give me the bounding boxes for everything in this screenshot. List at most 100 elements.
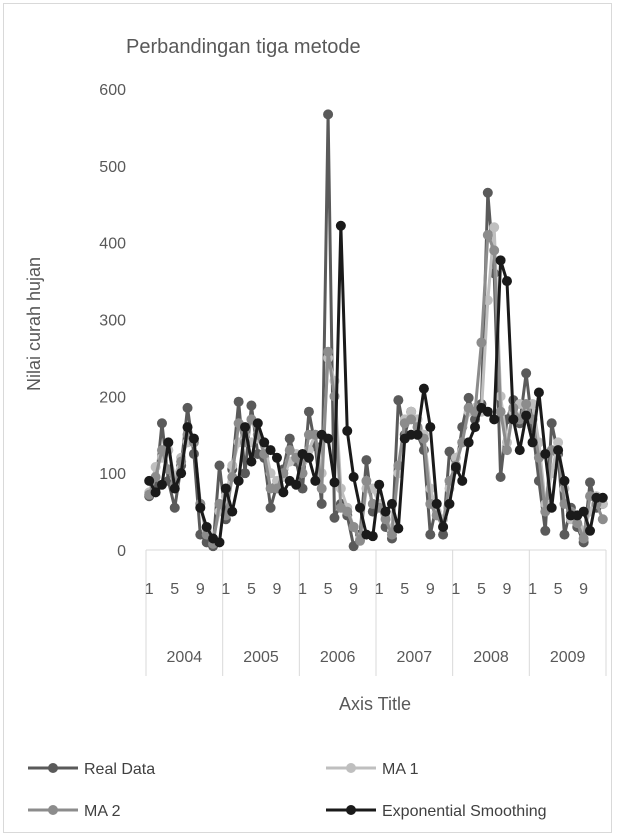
x-tick-label: 1 (451, 581, 460, 598)
x-tick-label: 5 (554, 581, 563, 598)
y-tick-label: 600 (99, 82, 126, 99)
chart-frame: Perbandingan tiga metode 0 100 200 300 400 50… (3, 3, 612, 833)
chart-title: Perbandingan tiga metode (126, 36, 361, 58)
data-point (367, 531, 378, 542)
data-point (540, 525, 551, 536)
data-point (425, 529, 436, 540)
data-point (265, 502, 276, 513)
data-point (386, 529, 397, 540)
series-layer (144, 109, 608, 552)
data-point (188, 433, 199, 444)
data-point (323, 346, 334, 357)
x-tick-label: 9 (426, 581, 435, 598)
data-point (457, 475, 468, 486)
data-point (380, 506, 391, 517)
x-tick-label: 1 (145, 581, 154, 598)
legend-marker (48, 805, 58, 815)
data-point (380, 514, 391, 525)
data-point (214, 498, 225, 509)
legend-label: MA 1 (382, 761, 419, 778)
x-tick-label: 9 (349, 581, 358, 598)
data-point (233, 475, 244, 486)
year-label: 2009 (550, 649, 586, 666)
data-point (463, 437, 474, 448)
year-label: 2007 (397, 649, 433, 666)
x-tick-label: 9 (273, 581, 282, 598)
x-tick-label: 9 (503, 581, 512, 598)
legend-label: Real Data (84, 761, 155, 778)
data-point (156, 445, 167, 456)
x-tick-label: 1 (221, 581, 230, 598)
y-tick-label: 200 (99, 389, 126, 406)
legend-marker (48, 763, 58, 773)
data-point (406, 414, 417, 425)
data-point (444, 498, 455, 509)
legend-item: MA 2 (28, 803, 121, 820)
data-point (482, 187, 493, 198)
data-point (431, 498, 442, 509)
data-point (259, 437, 270, 448)
data-point (489, 414, 500, 425)
data-point (463, 392, 474, 403)
data-point (425, 422, 436, 433)
data-point (444, 446, 455, 457)
data-point (233, 396, 244, 407)
data-point (303, 406, 314, 417)
data-point (271, 452, 282, 463)
data-point (546, 418, 557, 429)
y-tick-label: 300 (99, 313, 126, 330)
legend-item: Real Data (28, 761, 155, 778)
data-point (169, 502, 180, 513)
data-point (412, 429, 423, 440)
data-point (450, 462, 461, 473)
x-tick-label: 5 (170, 581, 179, 598)
y-tick-labels: 0 100 200 300 400 500 600 (99, 82, 126, 560)
data-point (482, 406, 493, 417)
y-tick-label: 0 (117, 543, 126, 560)
x-axis-title: Axis Title (339, 694, 411, 714)
y-tick-label: 400 (99, 236, 126, 253)
data-point (489, 222, 500, 233)
data-point (323, 433, 334, 444)
series-ma-1 (144, 222, 608, 544)
data-point (501, 445, 512, 456)
data-point (533, 387, 544, 398)
data-point (201, 521, 212, 532)
data-point (361, 455, 372, 466)
data-point (418, 383, 429, 394)
x-tick-label: 1 (298, 581, 307, 598)
data-point (527, 437, 538, 448)
data-point (521, 368, 532, 379)
data-point (540, 448, 551, 459)
data-point (546, 502, 557, 513)
x-tick-label: 9 (196, 581, 205, 598)
y-tick-label: 500 (99, 159, 126, 176)
legend-item: Exponential Smoothing (326, 803, 547, 820)
data-point (489, 245, 500, 256)
data-point (195, 502, 206, 513)
x-tick-label: 9 (579, 581, 588, 598)
data-point (291, 479, 302, 490)
x-tick-label: 5 (247, 581, 256, 598)
x-tick-label: 5 (400, 581, 409, 598)
data-point (393, 460, 404, 471)
data-point (393, 523, 404, 534)
data-point (495, 406, 506, 417)
legend-marker (346, 763, 356, 773)
x-tick-label: 1 (375, 581, 384, 598)
data-point (374, 479, 385, 490)
year-label: 2004 (167, 649, 203, 666)
data-point (553, 437, 564, 448)
x-year-labels: 2004 2005 2006 2007 2008 2009 (167, 649, 586, 666)
data-point (214, 460, 225, 471)
data-point (355, 535, 366, 546)
data-point (501, 276, 512, 287)
year-label: 2006 (320, 649, 356, 666)
data-point (572, 518, 583, 529)
data-point (508, 414, 519, 425)
data-point (348, 472, 359, 483)
x-axis (145, 549, 607, 676)
data-point (214, 537, 225, 548)
data-point (265, 445, 276, 456)
